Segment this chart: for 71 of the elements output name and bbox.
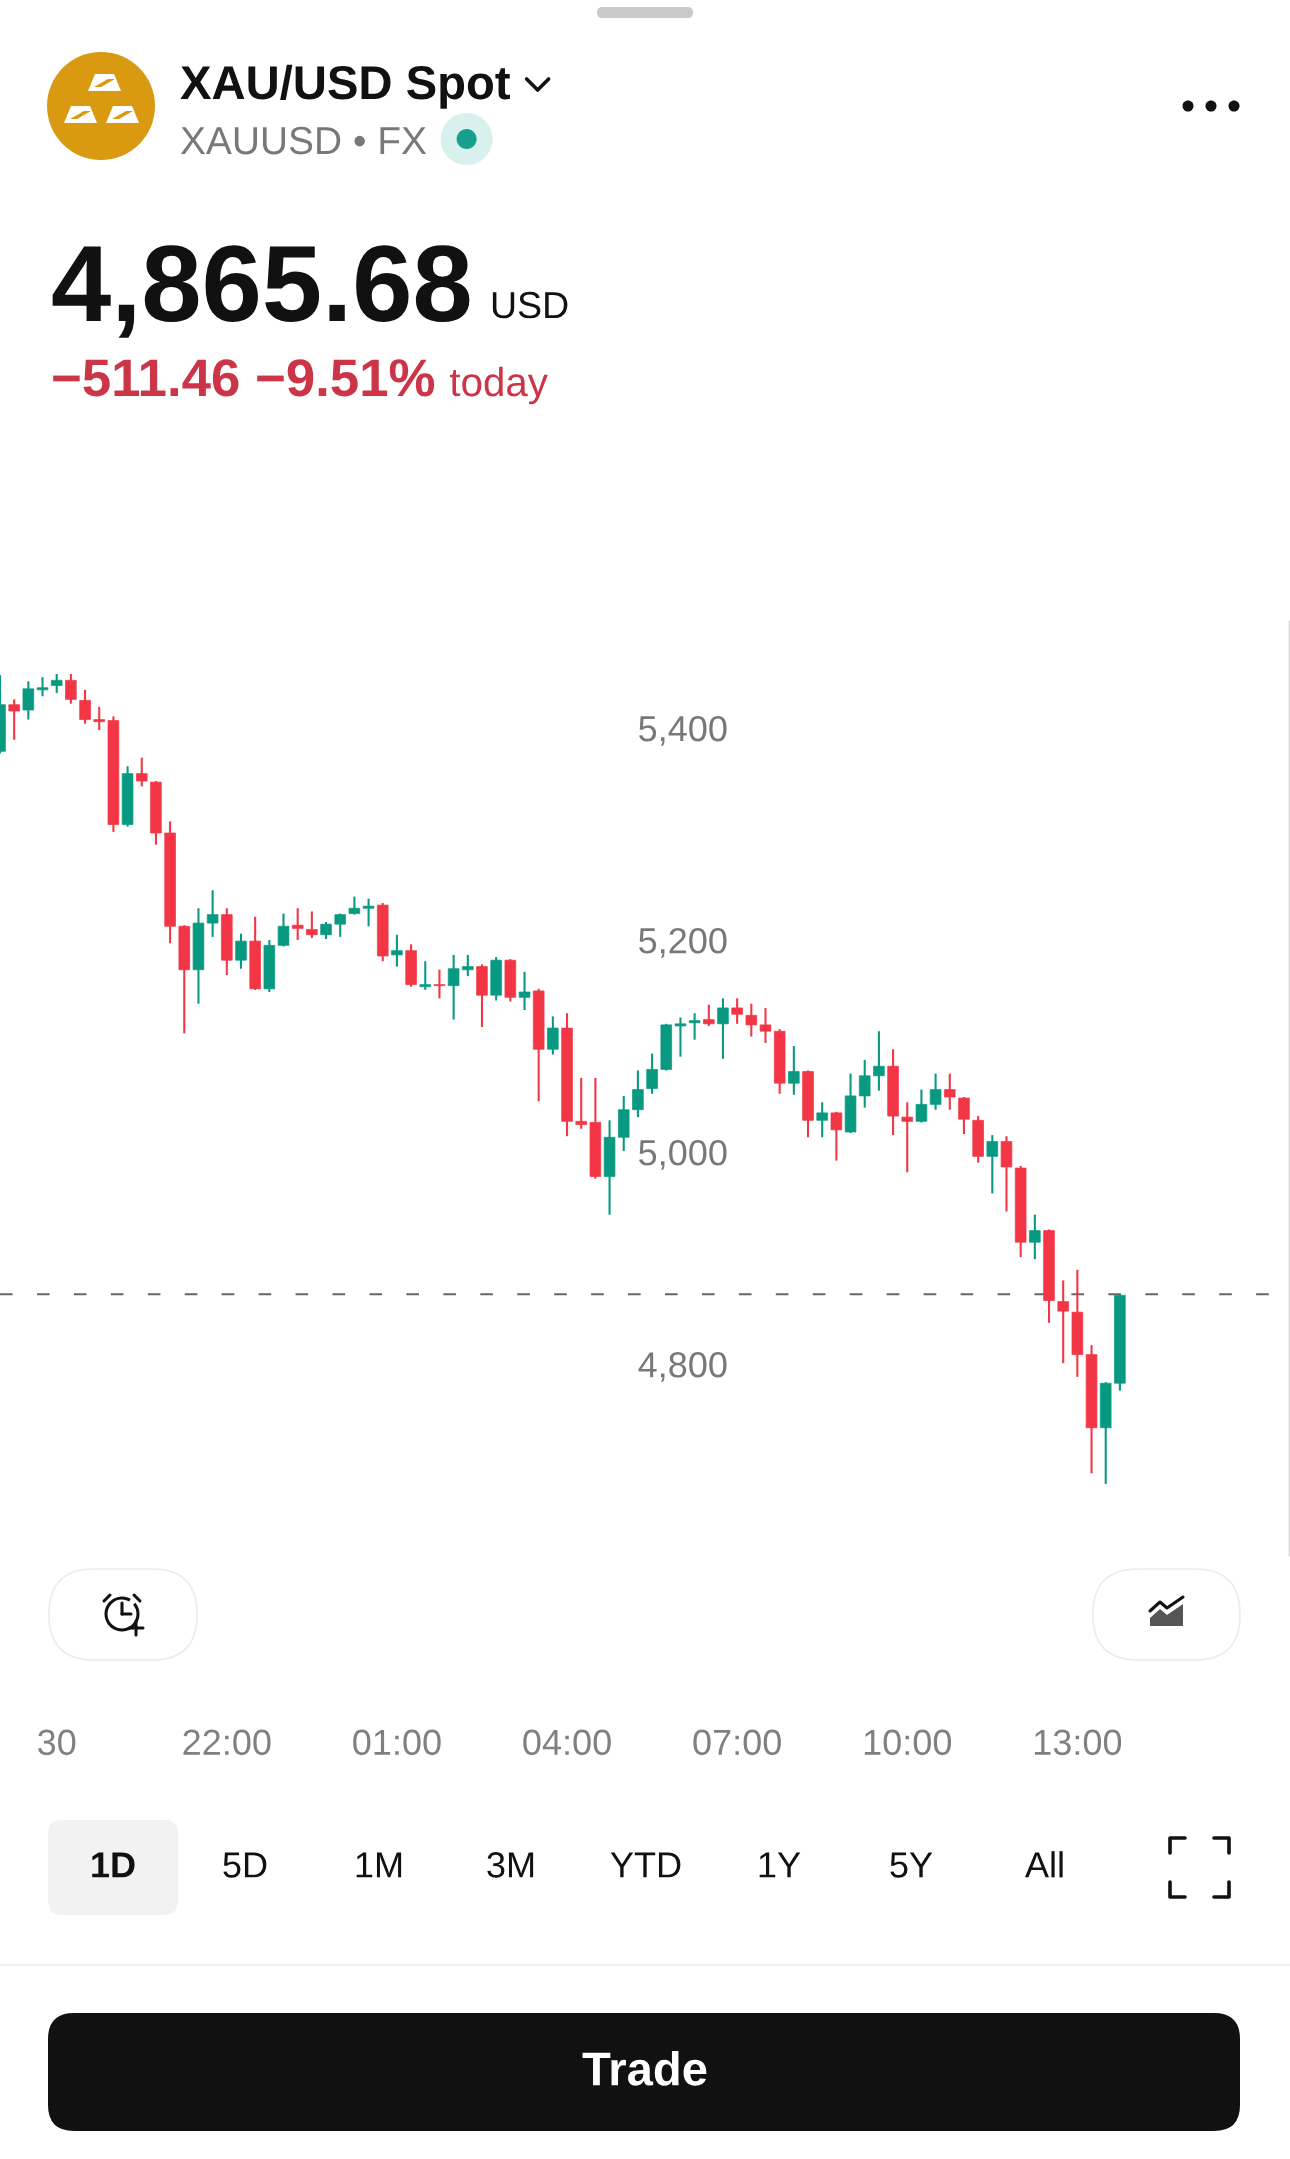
candlestick — [462, 953, 474, 978]
candlestick — [703, 1003, 715, 1027]
chart-subtitle: XAUUSD • FX — [180, 126, 427, 155]
x-tick-label: 30 — [38, 1729, 76, 1756]
x-tick-label: 13:00 — [1034, 1729, 1122, 1756]
candlestick — [873, 1030, 885, 1092]
candlestick — [391, 933, 403, 968]
candlestick — [915, 1088, 928, 1124]
candlestick — [745, 1002, 758, 1038]
x-tick-label: 07:00 — [693, 1729, 781, 1756]
candlestick — [646, 1052, 658, 1095]
text: YTD — [610, 1852, 681, 1878]
candlestick — [901, 1101, 913, 1174]
candlestick — [277, 912, 290, 948]
candlestick — [986, 1134, 999, 1195]
candlestick — [8, 698, 20, 741]
candlestick — [958, 1095, 970, 1136]
candlestick — [306, 910, 318, 939]
candlestick — [944, 1072, 956, 1111]
candlestick — [575, 1076, 587, 1130]
x-tick-label: 22:00 — [183, 1729, 271, 1756]
y-tick-label: 5,000 — [639, 1139, 727, 1170]
x-tick-label: 10:00 — [864, 1729, 952, 1756]
candlestick — [717, 997, 729, 1060]
candlestick — [759, 1006, 772, 1044]
text: 1M — [356, 1852, 402, 1878]
candlestick — [36, 676, 49, 698]
candlestick — [1057, 1279, 1069, 1365]
candlestick — [348, 895, 361, 916]
candlestick — [547, 1015, 559, 1056]
candlestick — [235, 932, 247, 970]
candlestick — [206, 889, 219, 938]
candlestick — [929, 1072, 942, 1111]
candlestick — [1029, 1213, 1041, 1261]
candlestick — [674, 1016, 687, 1058]
chart-title: XAU/USD Spot — [180, 64, 510, 109]
text: All — [1025, 1851, 1063, 1878]
candlestick — [830, 1110, 843, 1162]
candlestick — [136, 756, 148, 788]
text: 1Y — [759, 1852, 801, 1878]
candlestick — [731, 997, 743, 1025]
candlestick — [291, 907, 304, 942]
candlestick — [447, 953, 460, 1021]
candlestick — [788, 1045, 800, 1096]
candlestick — [79, 688, 91, 725]
text: today — [449, 366, 548, 405]
y-tick-label: 4,800 — [638, 1352, 727, 1382]
candlestick — [93, 705, 105, 732]
candlestick — [419, 960, 432, 991]
candlestick — [816, 1101, 828, 1139]
text: 5Y — [890, 1852, 933, 1878]
y-tick-label: 5,400 — [639, 715, 727, 746]
x-tick-label: 01:00 — [353, 1729, 441, 1756]
text: USD — [492, 291, 568, 319]
candlestick — [362, 897, 375, 928]
text: 4,865.68 — [52, 245, 470, 338]
candlestick — [433, 968, 446, 1000]
candlestick — [632, 1069, 644, 1119]
candlestick — [22, 680, 35, 721]
candlestick — [518, 970, 531, 1012]
candlestick — [858, 1058, 871, 1109]
text: 3M — [487, 1852, 534, 1878]
candlestick — [65, 672, 77, 705]
x-tick-label: 04:00 — [523, 1729, 611, 1756]
text: −511.46 −9.51% — [53, 359, 435, 397]
y-tick-label: 5,200 — [639, 927, 727, 958]
text: 1D — [92, 1852, 135, 1878]
text: Trade — [582, 2050, 707, 2086]
text: 5D — [223, 1852, 267, 1878]
candlestick — [688, 1012, 701, 1041]
candlestick — [50, 672, 63, 695]
